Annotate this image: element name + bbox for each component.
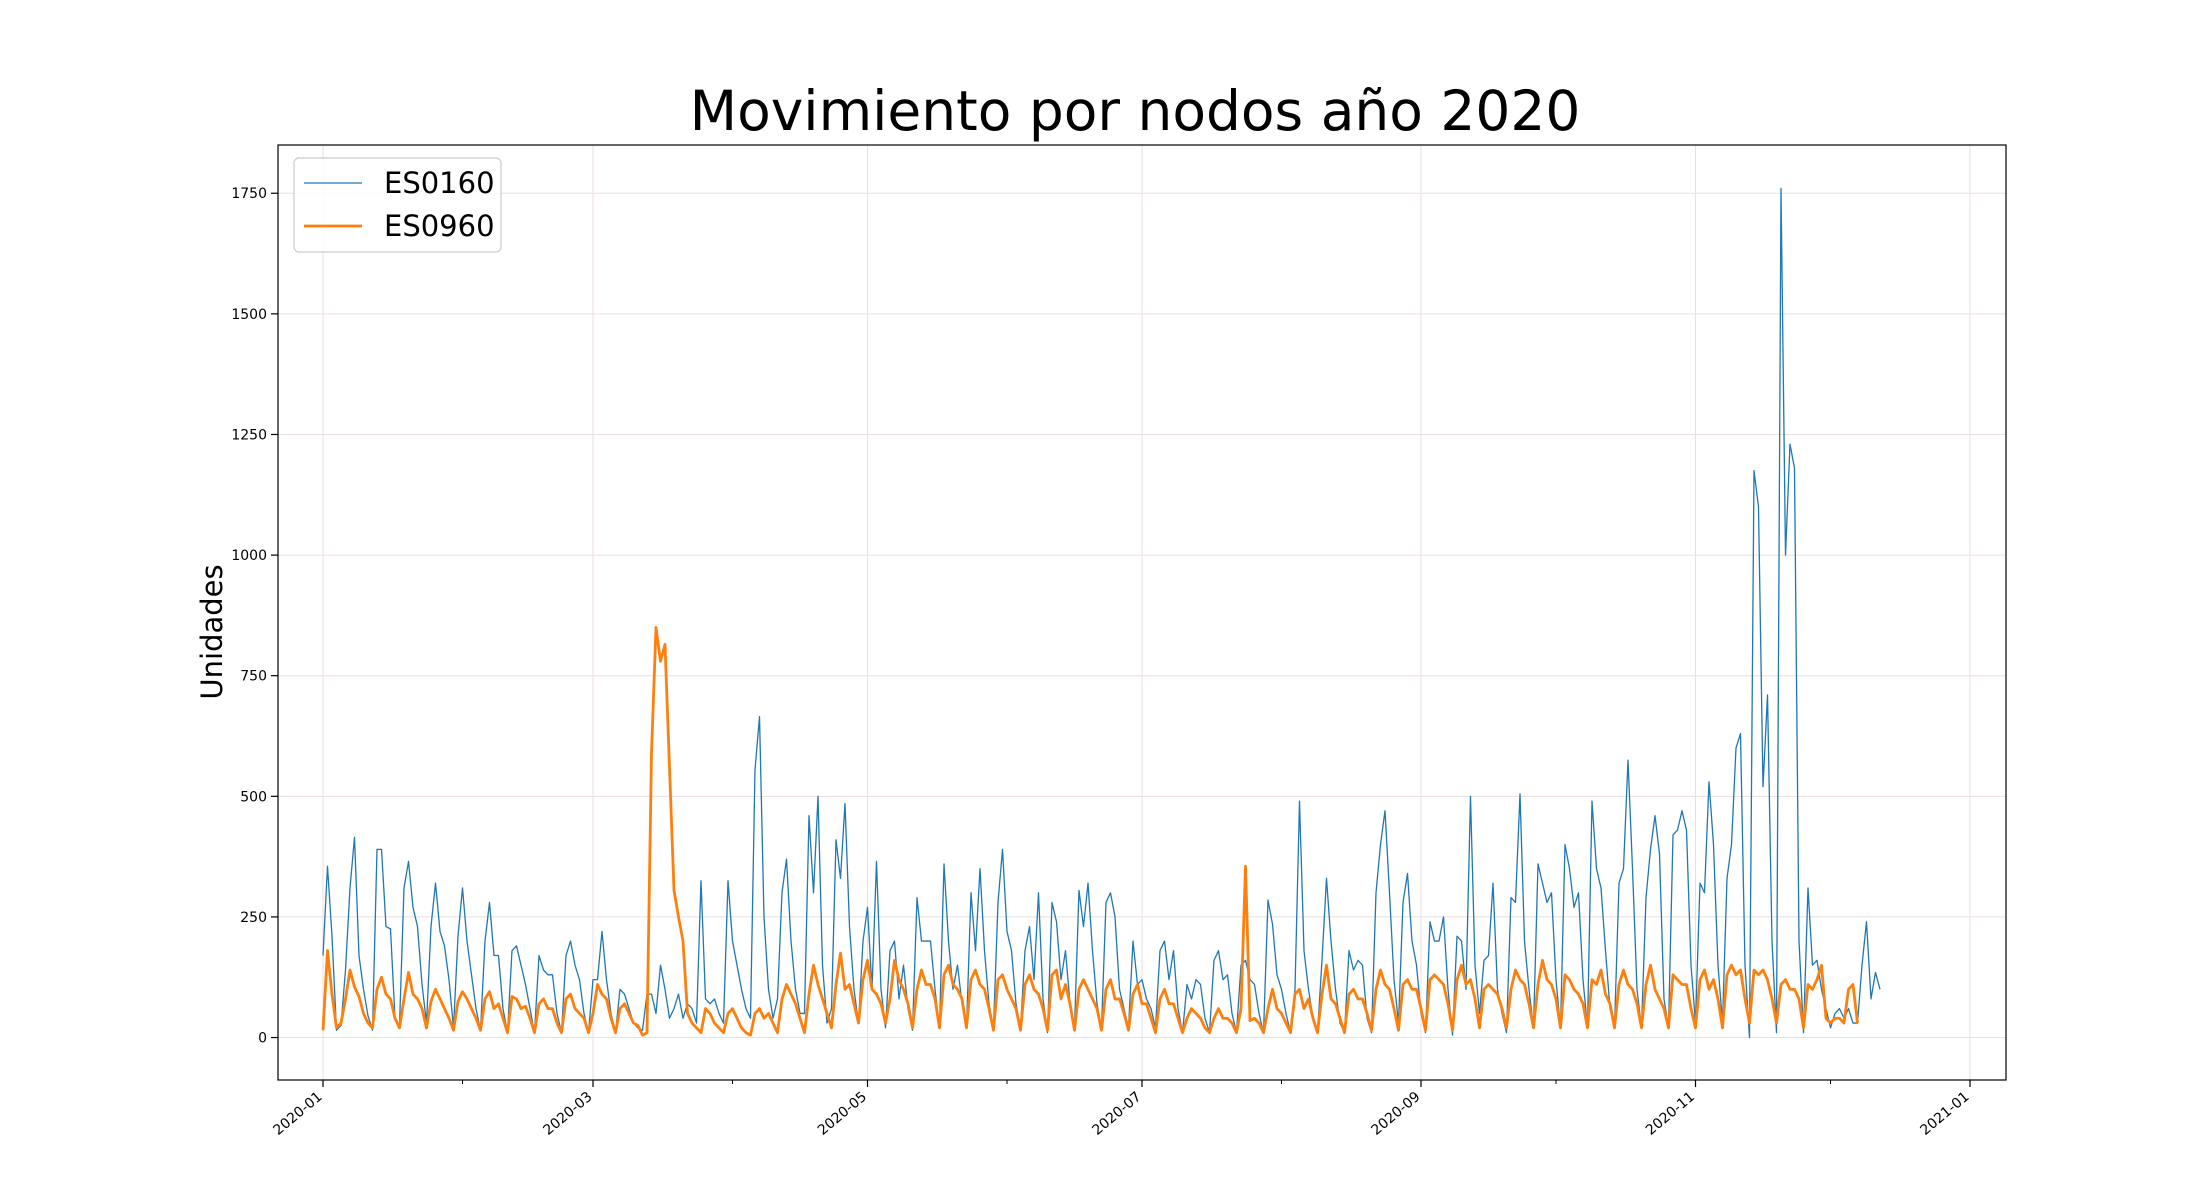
y-tick-label: 1500 <box>231 307 267 323</box>
y-tick-label: 1750 <box>231 186 267 202</box>
legend-box <box>293 157 502 253</box>
series-lines <box>321 187 1881 1039</box>
legend-label-es0960: ES0960 <box>384 209 495 243</box>
series-line-es0960 <box>321 626 1859 1037</box>
y-axis-label: Unidades <box>195 564 229 699</box>
y-tick-label: 1000 <box>231 548 267 564</box>
legend[interactable]: ES0160 ES0960 <box>293 157 502 253</box>
y-tick-label: 250 <box>240 910 267 926</box>
legend-label-es0160: ES0160 <box>384 166 495 200</box>
grid <box>278 145 2006 1080</box>
y-tick-label: 500 <box>240 789 267 805</box>
y-tick-label: 0 <box>258 1031 267 1047</box>
y-tick-label: 1250 <box>231 427 267 443</box>
chart-title: Movimiento por nodos año 2020 <box>690 79 1581 143</box>
y-tick-label: 750 <box>240 669 267 685</box>
